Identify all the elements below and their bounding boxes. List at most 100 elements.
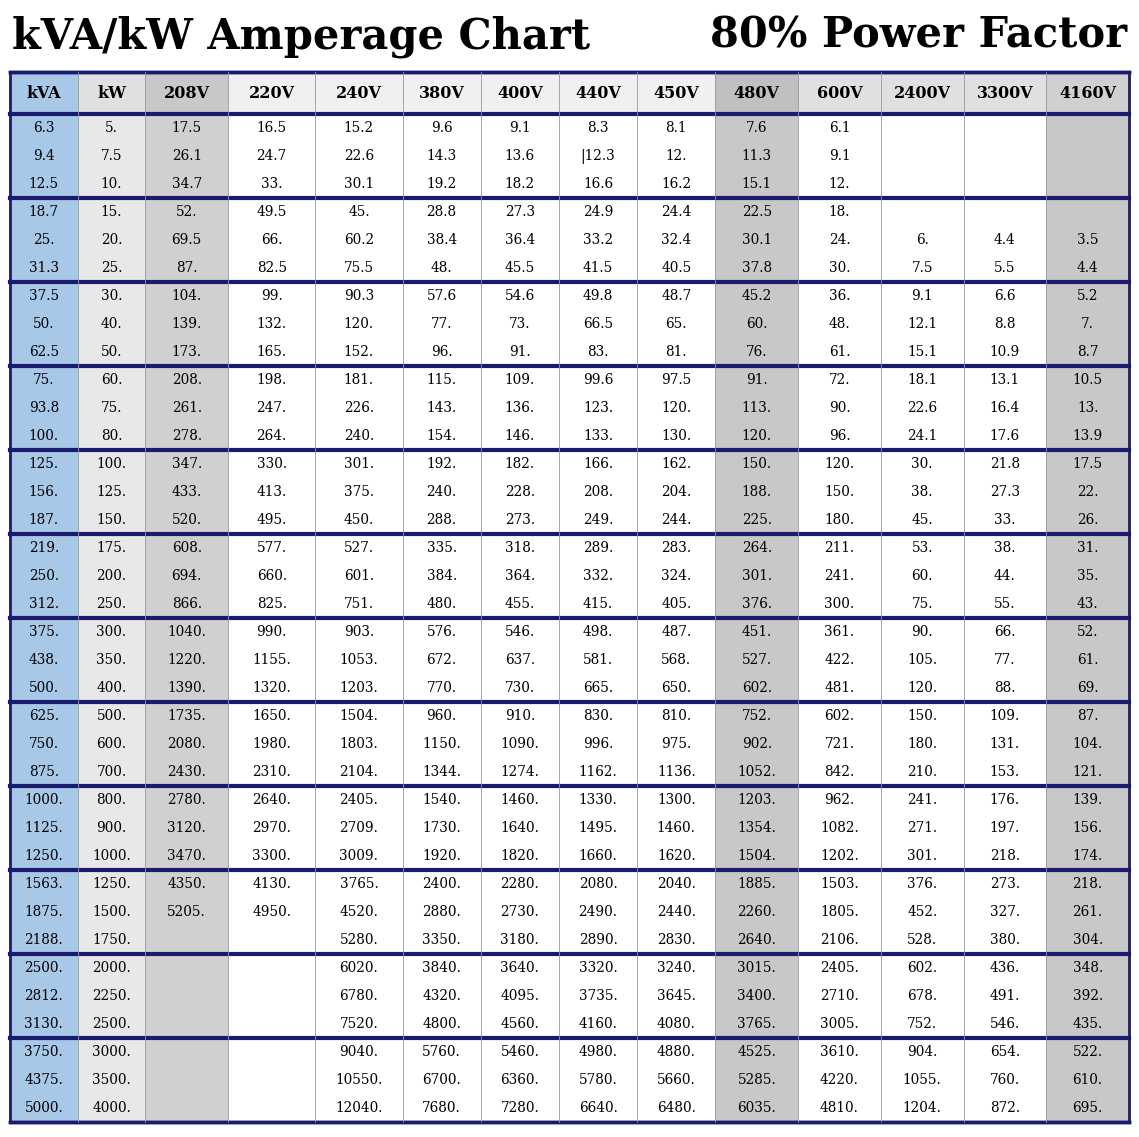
Bar bbox=[559, 534, 637, 562]
Bar bbox=[77, 422, 146, 450]
Bar bbox=[637, 282, 715, 310]
Bar bbox=[481, 674, 559, 702]
Text: 45.2: 45.2 bbox=[741, 289, 772, 302]
Bar bbox=[637, 198, 715, 226]
Bar bbox=[637, 1010, 715, 1038]
Text: 96.: 96. bbox=[431, 345, 452, 359]
Text: 52.: 52. bbox=[175, 205, 197, 219]
Bar bbox=[880, 926, 964, 954]
Text: 6.1: 6.1 bbox=[829, 121, 850, 135]
Bar bbox=[964, 843, 1047, 870]
Bar bbox=[964, 954, 1047, 982]
Text: 271.: 271. bbox=[907, 821, 937, 835]
Bar bbox=[637, 786, 715, 814]
Bar bbox=[559, 171, 637, 198]
Text: 842.: 842. bbox=[825, 765, 854, 779]
Bar bbox=[559, 870, 637, 898]
Bar bbox=[798, 870, 880, 898]
Bar bbox=[402, 758, 481, 786]
Bar bbox=[77, 506, 146, 534]
Bar bbox=[559, 1094, 637, 1122]
Bar bbox=[880, 171, 964, 198]
Bar bbox=[402, 843, 481, 870]
Bar bbox=[964, 814, 1047, 843]
Bar bbox=[880, 198, 964, 226]
Bar bbox=[316, 1010, 402, 1038]
Bar bbox=[228, 1094, 316, 1122]
Bar bbox=[402, 674, 481, 702]
Text: 18.2: 18.2 bbox=[505, 177, 535, 191]
Bar bbox=[10, 730, 77, 758]
Text: 721.: 721. bbox=[825, 737, 854, 752]
Text: 12.: 12. bbox=[829, 177, 850, 191]
Bar bbox=[559, 72, 637, 114]
Bar bbox=[146, 758, 228, 786]
Bar bbox=[964, 310, 1047, 338]
Text: 88.: 88. bbox=[994, 681, 1016, 695]
Text: 4080.: 4080. bbox=[657, 1016, 696, 1031]
Text: 32.4: 32.4 bbox=[661, 233, 691, 247]
Text: 69.: 69. bbox=[1076, 681, 1098, 695]
Text: 9.1: 9.1 bbox=[509, 121, 531, 135]
Text: 240V: 240V bbox=[336, 84, 382, 101]
Bar bbox=[77, 730, 146, 758]
Text: 2970.: 2970. bbox=[252, 821, 292, 835]
Bar bbox=[77, 310, 146, 338]
Text: 26.: 26. bbox=[1076, 513, 1098, 528]
Text: 220V: 220V bbox=[248, 84, 295, 101]
Bar bbox=[316, 843, 402, 870]
Bar bbox=[798, 422, 880, 450]
Text: 3300.: 3300. bbox=[253, 849, 292, 863]
Bar bbox=[77, 366, 146, 395]
Text: 120.: 120. bbox=[344, 317, 374, 331]
Text: 700.: 700. bbox=[97, 765, 126, 779]
Text: 528.: 528. bbox=[907, 933, 937, 947]
Text: 5285.: 5285. bbox=[737, 1073, 776, 1087]
Text: 1730.: 1730. bbox=[423, 821, 461, 835]
Text: 7.6: 7.6 bbox=[746, 121, 768, 135]
Text: 174.: 174. bbox=[1073, 849, 1103, 863]
Bar bbox=[798, 114, 880, 142]
Text: 40.5: 40.5 bbox=[661, 262, 691, 275]
Bar bbox=[559, 786, 637, 814]
Text: 568.: 568. bbox=[662, 653, 691, 667]
Text: 3840.: 3840. bbox=[423, 961, 461, 976]
Text: 4320.: 4320. bbox=[423, 989, 461, 1003]
Text: 304.: 304. bbox=[1073, 933, 1103, 947]
Bar bbox=[637, 814, 715, 843]
Bar bbox=[10, 310, 77, 338]
Text: 24.1: 24.1 bbox=[907, 429, 937, 443]
Text: 9.6: 9.6 bbox=[431, 121, 452, 135]
Bar bbox=[559, 506, 637, 534]
Text: 120.: 120. bbox=[741, 429, 772, 443]
Text: 17.5: 17.5 bbox=[172, 121, 202, 135]
Text: 4160.: 4160. bbox=[579, 1016, 617, 1031]
Text: 225.: 225. bbox=[741, 513, 772, 528]
Text: 495.: 495. bbox=[256, 513, 287, 528]
Text: 487.: 487. bbox=[661, 625, 691, 639]
Bar bbox=[798, 198, 880, 226]
Bar bbox=[228, 478, 316, 506]
Bar bbox=[637, 72, 715, 114]
Bar bbox=[228, 282, 316, 310]
Text: 9.1: 9.1 bbox=[829, 149, 851, 163]
Text: 2430.: 2430. bbox=[167, 765, 206, 779]
Bar bbox=[715, 562, 798, 590]
Bar bbox=[10, 171, 77, 198]
Text: 491.: 491. bbox=[990, 989, 1021, 1003]
Text: 7.5: 7.5 bbox=[911, 262, 933, 275]
Bar bbox=[1047, 171, 1129, 198]
Text: 400V: 400V bbox=[497, 84, 543, 101]
Bar bbox=[1047, 646, 1129, 674]
Text: 3.5: 3.5 bbox=[1076, 233, 1098, 247]
Bar bbox=[715, 1038, 798, 1067]
Bar bbox=[481, 730, 559, 758]
Bar bbox=[10, 226, 77, 254]
Text: 120.: 120. bbox=[662, 401, 691, 415]
Text: 1300.: 1300. bbox=[657, 792, 696, 807]
Bar bbox=[481, 506, 559, 534]
Text: 69.5: 69.5 bbox=[172, 233, 202, 247]
Text: 348.: 348. bbox=[1073, 961, 1103, 976]
Bar bbox=[880, 366, 964, 395]
Bar bbox=[559, 422, 637, 450]
